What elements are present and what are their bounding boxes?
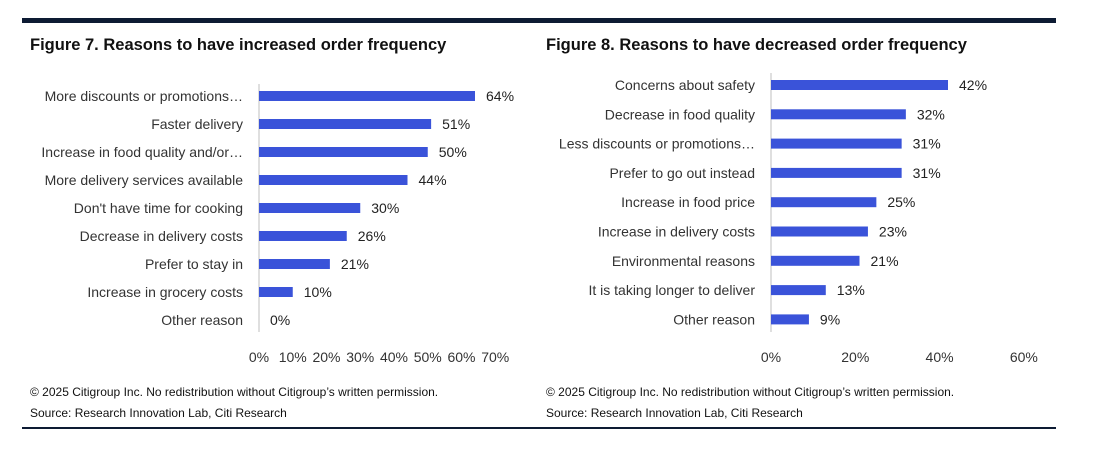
- x-tick-label: 20%: [312, 349, 340, 365]
- bar: [771, 167, 902, 178]
- bar: [771, 226, 868, 237]
- figure-7-title: Figure 7. Reasons to have increased orde…: [30, 36, 447, 54]
- category-label: Increase in food quality and/or…: [41, 144, 243, 160]
- value-label: 21%: [341, 256, 369, 272]
- category-label: Other reason: [161, 312, 243, 328]
- category-label: Increase in delivery costs: [598, 224, 755, 240]
- category-label: Decrease in delivery costs: [80, 228, 243, 244]
- value-label: 21%: [871, 253, 899, 269]
- category-label: Faster delivery: [151, 116, 243, 132]
- bottom-rule: [22, 427, 1056, 429]
- bar: [259, 175, 408, 185]
- value-label: 23%: [879, 224, 907, 240]
- value-label: 9%: [820, 311, 840, 327]
- bar: [771, 255, 860, 266]
- category-label: Less discounts or promotions…: [559, 136, 755, 152]
- bar: [259, 147, 428, 157]
- value-label: 30%: [371, 200, 399, 216]
- value-label: 31%: [913, 165, 941, 181]
- bar: [259, 203, 361, 213]
- x-tick-label: 40%: [380, 349, 408, 365]
- value-label: 26%: [358, 228, 386, 244]
- x-tick-label: 20%: [841, 349, 869, 365]
- category-label: Prefer to stay in: [145, 256, 243, 272]
- bar: [771, 285, 826, 296]
- category-label: Increase in food price: [621, 194, 755, 210]
- bar: [259, 259, 330, 269]
- figure-7-copyright: © 2025 Citigroup Inc. No redistribution …: [30, 385, 439, 399]
- top-rule: [22, 18, 1056, 23]
- x-tick-label: 0%: [249, 349, 269, 365]
- figure-8-source: Source: Research Innovation Lab, Citi Re…: [546, 406, 803, 420]
- bar: [771, 314, 809, 325]
- figure-7-source: Source: Research Innovation Lab, Citi Re…: [30, 406, 287, 420]
- x-tick-label: 10%: [279, 349, 307, 365]
- value-label: 44%: [419, 172, 447, 188]
- category-label: Increase in grocery costs: [87, 284, 243, 300]
- value-label: 64%: [486, 88, 514, 104]
- x-tick-label: 60%: [1010, 349, 1038, 365]
- bar: [259, 231, 347, 241]
- value-label: 13%: [837, 282, 865, 298]
- x-tick-label: 50%: [414, 349, 442, 365]
- bar: [259, 119, 432, 129]
- category-label: More discounts or promotions…: [45, 88, 243, 104]
- value-label: 25%: [887, 194, 915, 210]
- bar: [259, 287, 293, 297]
- x-tick-label: 60%: [447, 349, 475, 365]
- category-label: More delivery services available: [45, 172, 244, 188]
- figure-8-title: Figure 8. Reasons to have decreased orde…: [546, 36, 967, 54]
- category-label: Other reason: [673, 311, 755, 327]
- x-tick-label: 40%: [926, 349, 954, 365]
- bar: [771, 109, 906, 120]
- value-label: 32%: [917, 106, 945, 122]
- value-label: 31%: [913, 136, 941, 152]
- category-label: It is taking longer to deliver: [588, 282, 755, 298]
- x-tick-label: 70%: [481, 349, 509, 365]
- value-label: 51%: [442, 116, 470, 132]
- value-label: 50%: [439, 144, 467, 160]
- value-label: 10%: [304, 284, 332, 300]
- value-label: 42%: [959, 77, 987, 93]
- x-tick-label: 0%: [761, 349, 781, 365]
- x-tick-label: 30%: [346, 349, 374, 365]
- value-label: 0%: [270, 312, 290, 328]
- bar: [771, 138, 902, 149]
- figure-8-copyright: © 2025 Citigroup Inc. No redistribution …: [546, 385, 955, 399]
- category-label: Don't have time for cooking: [74, 200, 243, 216]
- category-label: Environmental reasons: [612, 253, 755, 269]
- category-label: Prefer to go out instead: [609, 165, 755, 181]
- bar: [771, 197, 877, 208]
- category-label: Decrease in food quality: [605, 106, 755, 122]
- bar: [771, 80, 948, 90]
- category-label: Concerns about safety: [615, 77, 755, 93]
- bar: [259, 91, 475, 101]
